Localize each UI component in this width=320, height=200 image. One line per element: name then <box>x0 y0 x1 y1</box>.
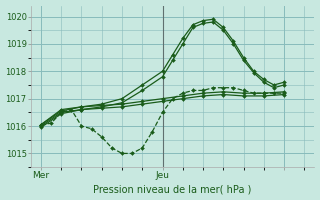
X-axis label: Pression niveau de la mer( hPa ): Pression niveau de la mer( hPa ) <box>93 184 252 194</box>
